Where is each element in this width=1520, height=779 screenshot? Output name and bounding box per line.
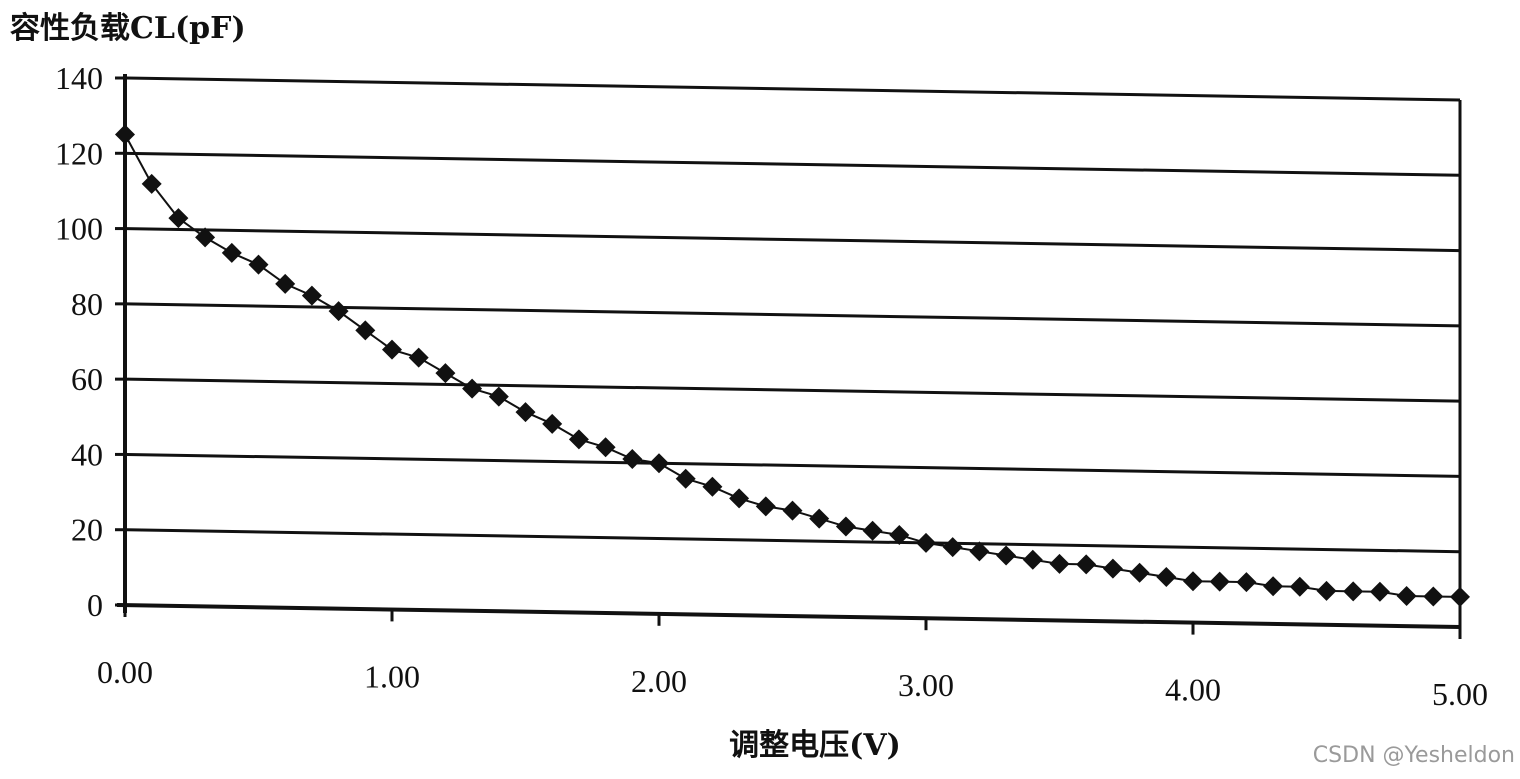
y-tick-label: 80 — [71, 286, 103, 322]
data-point-marker — [328, 301, 349, 322]
data-point-marker — [675, 468, 696, 489]
watermark-text: CSDN @Yesheldon — [1313, 743, 1515, 768]
data-point-marker — [462, 378, 483, 399]
data-point-marker — [595, 437, 616, 458]
x-tick-labels: 0.00 1.00 2.00 3.00 4.00 5.00 — [97, 605, 1488, 712]
data-point-marker — [488, 386, 509, 407]
data-point-marker — [408, 347, 429, 368]
y-tick-label: 0 — [87, 587, 103, 623]
data-point-marker — [1423, 586, 1444, 607]
gridline — [124, 227, 1461, 253]
gridline — [124, 302, 1461, 328]
data-point-marker — [141, 173, 162, 194]
data-point-marker — [1049, 553, 1070, 574]
data-point-marker — [115, 124, 135, 145]
y-axis-label: 容性负载CL(pF) — [10, 11, 246, 46]
x-axis-line — [116, 603, 1461, 629]
data-point-marker — [1369, 581, 1390, 602]
gridline — [124, 151, 1461, 177]
series-line — [124, 133, 1461, 598]
data-point-marker — [542, 413, 563, 434]
data-point-marker — [568, 429, 589, 450]
x-tick-label: 3.00 — [898, 667, 954, 703]
data-point-marker — [835, 516, 856, 537]
gridline — [124, 452, 1461, 478]
data-point-marker — [1289, 576, 1310, 597]
y-tick-labels: 0 20 40 60 80 100 120 140 — [55, 60, 125, 623]
data-point-marker — [1343, 581, 1364, 602]
data-point-marker — [1396, 586, 1417, 607]
gridlines — [124, 76, 1461, 554]
y-tick-label: 100 — [55, 211, 103, 247]
x-tick-label: 4.00 — [1165, 672, 1221, 708]
x-tick-label: 0.00 — [97, 654, 153, 690]
data-point-marker — [702, 476, 723, 497]
x-tick-label: 2.00 — [631, 663, 687, 699]
data-point-marker — [1236, 572, 1257, 593]
y-tick-label: 20 — [71, 512, 103, 548]
data-point-marker — [168, 208, 189, 229]
data-point-marker — [996, 545, 1017, 566]
data-point-marker — [782, 500, 803, 521]
data-point-marker — [755, 496, 776, 517]
data-point-marker — [1022, 549, 1043, 570]
data-point-marker — [1129, 562, 1150, 583]
data-point-marker — [649, 453, 669, 474]
data-point-marker — [942, 537, 963, 558]
data-point-marker — [1450, 586, 1470, 607]
gridline — [124, 76, 1461, 102]
series-layer — [115, 124, 1470, 607]
data-point-marker — [1156, 566, 1177, 587]
data-point-marker — [862, 520, 883, 541]
y-tick-label: 120 — [55, 135, 103, 171]
data-point-marker — [382, 339, 402, 360]
data-point-marker — [1076, 554, 1097, 575]
data-point-marker — [916, 532, 936, 553]
data-point-marker — [248, 254, 269, 275]
data-point-marker — [809, 508, 830, 529]
data-point-marker — [1209, 571, 1230, 592]
data-point-marker — [435, 363, 456, 384]
data-point-marker — [1102, 558, 1123, 579]
data-point-marker — [969, 541, 990, 562]
x-tick-label: 5.00 — [1432, 676, 1488, 712]
data-point-marker — [1263, 576, 1284, 597]
data-point-marker — [195, 227, 216, 248]
data-point-marker — [1316, 580, 1337, 601]
gridline — [124, 377, 1461, 403]
data-point-marker — [221, 242, 242, 263]
data-point-marker — [1183, 571, 1203, 592]
data-point-marker — [729, 488, 750, 509]
data-point-marker — [622, 449, 643, 470]
x-axis-label: 调整电压(V) — [729, 728, 901, 763]
data-point-marker — [275, 273, 296, 294]
y-tick-label: 40 — [71, 436, 103, 472]
data-point-marker — [515, 402, 536, 423]
data-point-marker — [889, 524, 910, 545]
data-point-marker — [301, 285, 322, 306]
y-tick-label: 140 — [55, 60, 103, 96]
gridline — [124, 528, 1461, 554]
data-point-marker — [355, 320, 376, 341]
y-tick-label: 60 — [71, 361, 103, 397]
x-tick-label: 1.00 — [364, 658, 420, 694]
